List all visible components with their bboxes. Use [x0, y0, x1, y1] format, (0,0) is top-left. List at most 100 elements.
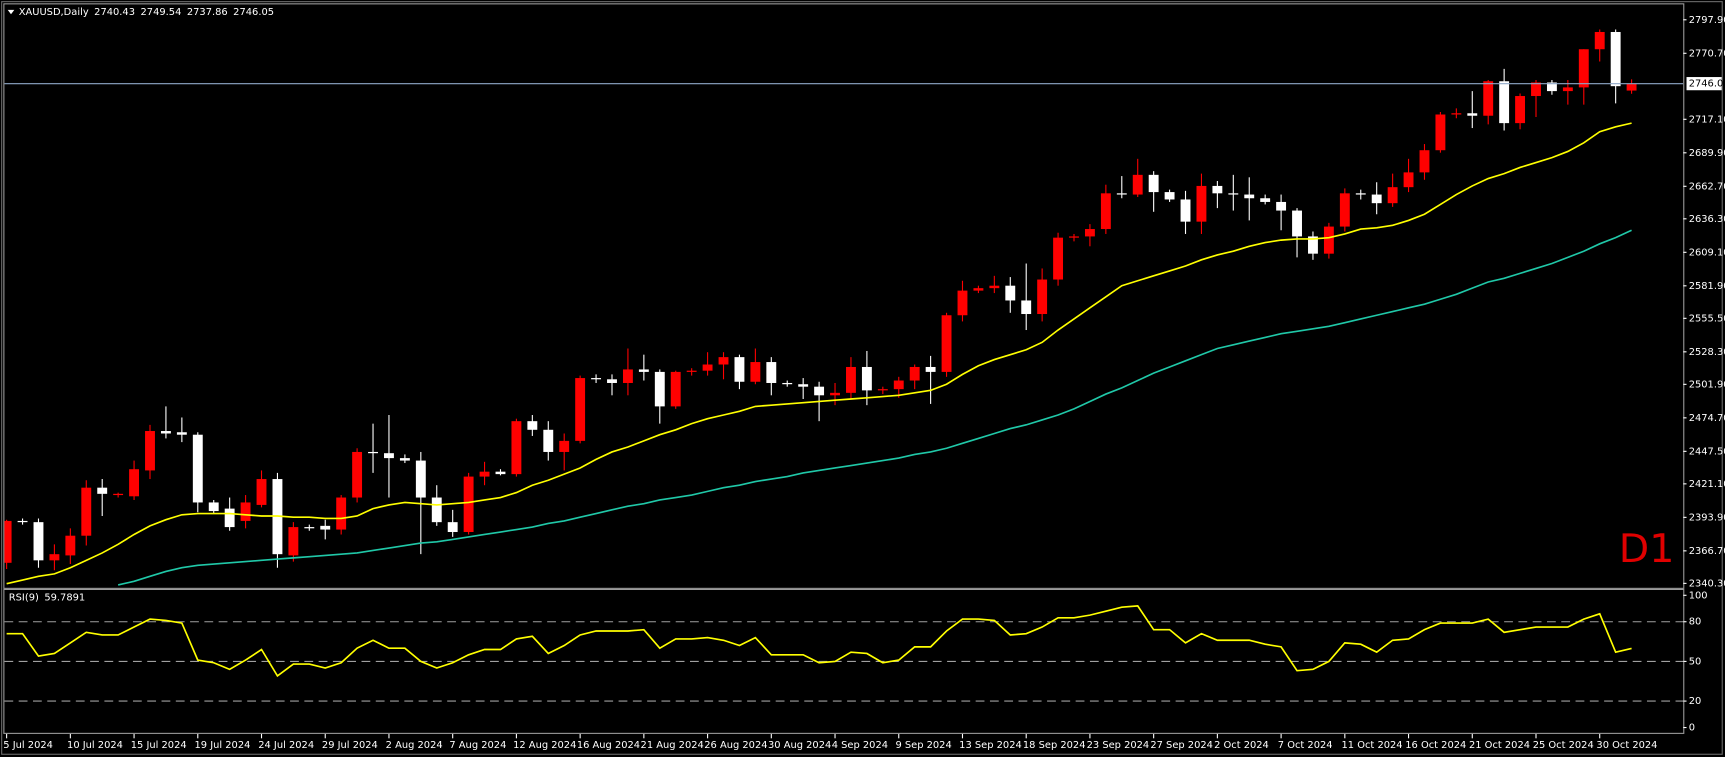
candle-body	[192, 434, 203, 503]
candle-body	[431, 497, 442, 523]
candle-body	[1148, 174, 1159, 193]
candle-body	[830, 392, 840, 396]
x-tick-label: 26 Aug 2024	[704, 740, 767, 751]
candle-body	[1594, 31, 1605, 50]
header-high: 2749.54	[141, 7, 182, 18]
y-tick-label: 2636.30	[1689, 214, 1725, 225]
rsi-plot	[4, 605, 1684, 702]
candle-body	[1196, 185, 1207, 222]
candle-body	[1546, 82, 1557, 92]
y-tick-label: 100	[1689, 590, 1708, 601]
price-header: XAUUSD,Daily 2740.43 2749.54 2737.86 2746.05	[19, 7, 274, 18]
y-tick-label: 2555.50	[1689, 313, 1725, 324]
candle-body	[1451, 113, 1462, 115]
indicator-line	[6, 605, 1632, 678]
candle-body	[622, 369, 633, 383]
candle-body	[1499, 81, 1510, 124]
candle-body	[1387, 187, 1398, 204]
candle-body	[208, 502, 219, 512]
candle-body	[447, 522, 458, 533]
candle-body	[1069, 236, 1079, 238]
menu-triangle[interactable]	[7, 9, 15, 15]
y-tick-label: 2770.70	[1689, 48, 1725, 59]
candle-body	[1323, 226, 1334, 254]
candle-body	[1212, 185, 1223, 194]
candle-body	[288, 527, 299, 556]
candle-body	[1467, 113, 1478, 116]
candle-body	[97, 487, 108, 494]
x-tick-label: 12 Aug 2024	[513, 740, 576, 751]
y-tick-label: 2609.10	[1689, 247, 1725, 258]
candle-body	[591, 378, 602, 380]
indicator-line	[117, 229, 1632, 586]
candle-body	[304, 527, 315, 529]
candle-body	[1021, 300, 1032, 315]
y-tick-label: 2662.70	[1689, 181, 1725, 192]
y-tick-label: 2797.90	[1689, 15, 1725, 26]
candle-body	[925, 366, 936, 372]
candle-body	[1100, 193, 1111, 230]
candle-body	[145, 431, 155, 471]
candle-body	[973, 288, 984, 291]
candle-body	[224, 508, 235, 528]
candle-body	[718, 357, 729, 365]
x-tick-label: 24 Jul 2024	[258, 740, 314, 751]
candle-body	[17, 520, 28, 523]
candle-body	[1116, 193, 1127, 195]
header-open: 2740.43	[94, 7, 135, 18]
x-tick-label: 4 Sep 2024	[832, 740, 888, 751]
candle-body	[1355, 193, 1366, 195]
candle-body	[240, 502, 251, 521]
candle-body	[1292, 210, 1302, 237]
y-tick-label: 2340.30	[1689, 578, 1725, 589]
candle-body	[766, 362, 777, 383]
y-tick-label: 2717.10	[1689, 114, 1725, 125]
candle-body	[686, 370, 697, 372]
x-tick-label: 7 Oct 2024	[1278, 740, 1333, 751]
candle-body	[607, 379, 617, 383]
y-tick-label: 2689.90	[1689, 148, 1725, 159]
candle-body	[1260, 198, 1271, 202]
candle-body	[877, 389, 888, 391]
candle-body	[670, 371, 681, 407]
rsi-title: RSI(9)	[9, 593, 39, 604]
last-price-label: 2746.05	[1689, 79, 1725, 90]
y-tick-label: 0	[1689, 723, 1695, 734]
candle-body	[957, 290, 968, 316]
candle-body	[1308, 236, 1318, 254]
candle-body	[384, 453, 394, 459]
candle-body	[1578, 49, 1589, 88]
candle-body	[1164, 192, 1175, 200]
candle-body	[941, 315, 952, 372]
candle-body	[479, 471, 490, 477]
x-tick-label: 30 Oct 2024	[1596, 740, 1657, 751]
y-tick-label: 2474.70	[1689, 413, 1725, 424]
candle-body	[1610, 31, 1621, 87]
candle-body	[256, 479, 267, 505]
y-tick-label: 2581.90	[1689, 281, 1725, 292]
candle-body	[1180, 199, 1191, 222]
candle-body	[176, 432, 187, 435]
candle-body	[399, 458, 410, 461]
rsi-header: RSI(9) 59.7891	[9, 593, 85, 604]
x-tick-label: 10 Jul 2024	[67, 740, 123, 751]
candle-body	[1276, 201, 1287, 211]
x-tick-label: 21 Oct 2024	[1469, 740, 1530, 751]
price-pane-frame	[3, 3, 1685, 589]
candle-body	[1005, 285, 1016, 301]
candle-body	[1053, 237, 1064, 280]
candle-body	[320, 525, 331, 530]
header-close: 2746.05	[233, 7, 274, 18]
candle-body	[1626, 83, 1637, 91]
y-tick-label: 20	[1689, 696, 1702, 707]
x-tick-label: 25 Oct 2024	[1533, 740, 1594, 751]
candle-body	[638, 369, 649, 372]
candle-body	[415, 460, 426, 498]
x-tick-label: 16 Oct 2024	[1405, 740, 1466, 751]
candle-body	[846, 366, 856, 393]
candle-body	[81, 487, 92, 536]
x-tick-label: 2 Oct 2024	[1214, 740, 1269, 751]
